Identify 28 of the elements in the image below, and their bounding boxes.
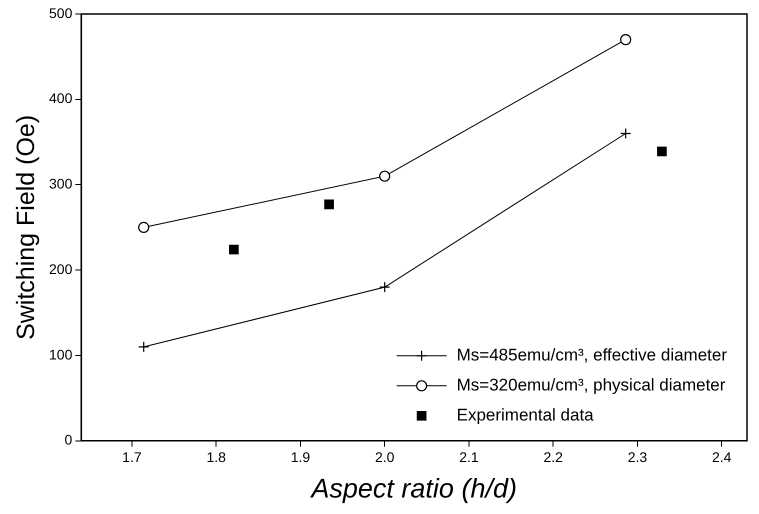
point [379,282,390,293]
y-tick-label: 300 [49,176,73,192]
point [229,244,239,254]
legend-label: Experimental data [456,405,594,424]
point [379,170,390,182]
x-tick-label: 2.1 [459,449,479,466]
point [138,341,150,353]
x-tick-label: 2.2 [543,449,564,466]
legend-label: Ms=485emu/cm³, effective diameter [456,345,728,364]
y-tick-label: 0 [64,432,73,448]
x-tick-label: 2.0 [374,449,395,466]
y-axis-title: Switching Field (Oe) [12,114,40,340]
x-axis-title: Aspect ratio (h/d) [309,473,517,504]
x-tick-label: 2.3 [628,449,648,466]
point [324,200,334,210]
x-tick-label: 1.8 [206,449,226,466]
point [620,34,632,46]
legend-label: Ms=320emu/cm³, physical diameter [456,375,726,394]
y-tick-label: 400 [49,90,73,106]
point [657,146,667,156]
y-tick-label: 100 [49,346,73,362]
point [138,222,150,233]
x-tick-label: 1.9 [290,449,310,466]
y-tick-label: 500 [49,4,73,21]
x-tick-label: 1.7 [122,449,142,466]
point [620,128,632,140]
y-tick-label: 200 [49,260,73,277]
x-tick-label: 2.4 [712,449,732,466]
